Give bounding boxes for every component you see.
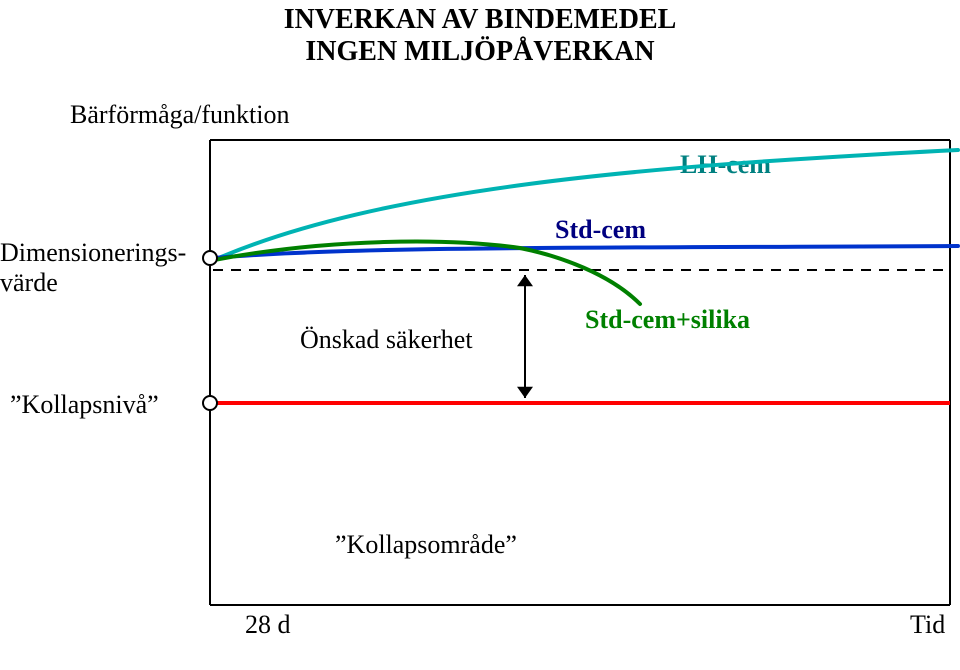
marker-dim-value: [203, 251, 217, 265]
chart-svg: [0, 0, 960, 670]
marker-collapse: [203, 396, 217, 410]
curve-std-cem: [214, 246, 958, 258]
chart-stage: INVERKAN AV BINDEMEDEL INGEN MILJÖPÅVERK…: [0, 0, 960, 670]
safety-arrow: [517, 275, 533, 398]
